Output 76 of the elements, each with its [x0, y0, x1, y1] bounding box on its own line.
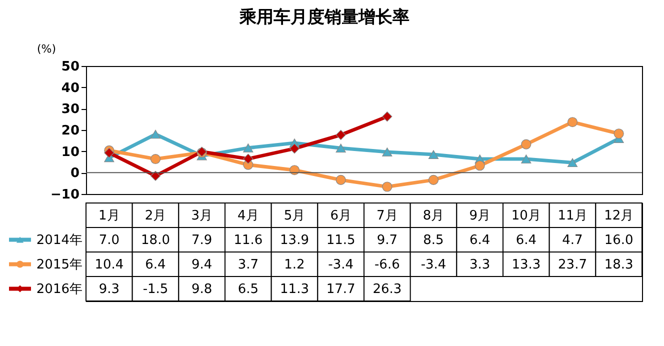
- data-label: 9.8: [191, 282, 212, 297]
- y-tick-label: 40: [61, 80, 80, 96]
- data-label: 11.3: [280, 282, 309, 297]
- legend-label: 2014年: [36, 232, 82, 248]
- data-label: 6.5: [238, 282, 259, 297]
- point: [150, 130, 161, 139]
- point: [289, 144, 300, 154]
- data-label: 7.9: [191, 232, 212, 248]
- point: [336, 144, 346, 153]
- legend-label: 2016年: [36, 282, 82, 297]
- data-label: 7.0: [98, 232, 120, 248]
- data-label: 18.3: [604, 257, 634, 272]
- y-tick-label: 20: [61, 124, 80, 138]
- data-label: 6.4: [516, 232, 537, 248]
- chart-title: 乘用车月度销量增长率: [238, 8, 410, 28]
- x-tick-label: 5月: [284, 208, 306, 224]
- data-label: 6.4: [145, 257, 166, 272]
- point: [150, 170, 161, 181]
- x-tick-label: 6月: [330, 208, 352, 224]
- x-tick-label: 10月: [511, 208, 541, 224]
- x-tick-label: 1月: [98, 208, 120, 224]
- data-label: 11.6: [234, 232, 263, 248]
- y-tick-label: −10: [50, 188, 80, 202]
- point: [382, 112, 392, 122]
- data-label: 16.0: [604, 232, 634, 248]
- x-tick-label: 12月: [604, 208, 634, 224]
- y-axis-title: (%): [36, 42, 56, 56]
- data-label: 9.7: [376, 232, 398, 248]
- data-label: 17.7: [326, 282, 356, 297]
- point: [243, 154, 254, 164]
- point: [567, 158, 578, 168]
- point: [382, 148, 392, 156]
- point: [382, 182, 392, 192]
- data-label: 3.3: [469, 257, 490, 272]
- y-tick-label: 50: [61, 60, 80, 74]
- point: [474, 160, 485, 171]
- data-label: 23.7: [558, 257, 587, 272]
- data-label: -6.6: [374, 257, 400, 272]
- point: [521, 139, 532, 150]
- data-label: 4.7: [562, 232, 583, 248]
- data-label: 8.5: [423, 232, 444, 248]
- x-tick-label: 4月: [238, 208, 259, 224]
- data-label: 6.4: [469, 232, 490, 248]
- data-label: -1.5: [142, 282, 168, 297]
- point: [521, 154, 532, 164]
- point: [150, 154, 161, 164]
- x-tick-label: 9月: [469, 208, 490, 224]
- x-tick-label: 2月: [144, 208, 166, 224]
- point: [614, 128, 624, 139]
- y-tick-label: 0: [70, 166, 80, 182]
- y-tick-label: 30: [61, 102, 80, 118]
- data-label: 1.2: [284, 257, 305, 272]
- x-tick-label: 3月: [191, 208, 212, 224]
- data-label: 3.7: [238, 257, 259, 272]
- point: [336, 174, 346, 185]
- point: [104, 148, 114, 158]
- x-tick-label: 8月: [422, 208, 444, 224]
- y-tick-label: 10: [61, 144, 80, 160]
- point: [428, 150, 439, 159]
- x-tick-label: 11月: [558, 208, 588, 224]
- data-label: 9.3: [98, 282, 120, 297]
- point: [428, 174, 439, 185]
- data-label: 18.0: [141, 232, 170, 248]
- point: [567, 117, 578, 128]
- point: [336, 130, 346, 140]
- data-label: 9.4: [191, 257, 212, 272]
- data-label: -3.4: [420, 257, 446, 272]
- data-label: 10.4: [94, 257, 124, 272]
- x-tick-label: 7月: [376, 208, 398, 224]
- legend-label: 2015年: [36, 257, 82, 272]
- point: [243, 144, 254, 152]
- data-label: 13.9: [280, 232, 309, 248]
- data-label: 11.5: [326, 232, 356, 248]
- data-label: 13.3: [512, 257, 541, 272]
- data-label: 26.3: [372, 282, 402, 297]
- data-label: -3.4: [328, 257, 354, 272]
